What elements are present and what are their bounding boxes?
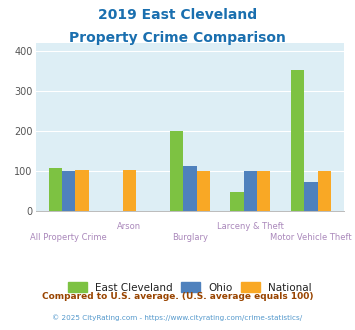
Bar bbox=[170, 131, 183, 211]
Bar bbox=[197, 171, 210, 211]
Legend: East Cleveland, Ohio, National: East Cleveland, Ohio, National bbox=[64, 278, 316, 297]
Bar bbox=[183, 166, 197, 211]
Text: © 2025 CityRating.com - https://www.cityrating.com/crime-statistics/: © 2025 CityRating.com - https://www.city… bbox=[53, 314, 302, 321]
Text: Larceny & Theft: Larceny & Theft bbox=[217, 222, 284, 231]
Bar bbox=[304, 182, 318, 211]
Text: Burglary: Burglary bbox=[172, 233, 208, 242]
Bar bbox=[257, 171, 271, 211]
Bar bbox=[62, 171, 76, 211]
Bar bbox=[49, 168, 62, 211]
Bar bbox=[291, 70, 304, 211]
Text: Property Crime Comparison: Property Crime Comparison bbox=[69, 31, 286, 45]
Text: Arson: Arson bbox=[117, 222, 141, 231]
Text: Motor Vehicle Theft: Motor Vehicle Theft bbox=[270, 233, 352, 242]
Text: 2019 East Cleveland: 2019 East Cleveland bbox=[98, 8, 257, 22]
Text: Compared to U.S. average. (U.S. average equals 100): Compared to U.S. average. (U.S. average … bbox=[42, 292, 313, 301]
Bar bbox=[230, 192, 244, 211]
Bar bbox=[244, 171, 257, 211]
Bar bbox=[76, 170, 89, 211]
Bar bbox=[123, 170, 136, 211]
Bar bbox=[318, 171, 331, 211]
Text: All Property Crime: All Property Crime bbox=[31, 233, 107, 242]
